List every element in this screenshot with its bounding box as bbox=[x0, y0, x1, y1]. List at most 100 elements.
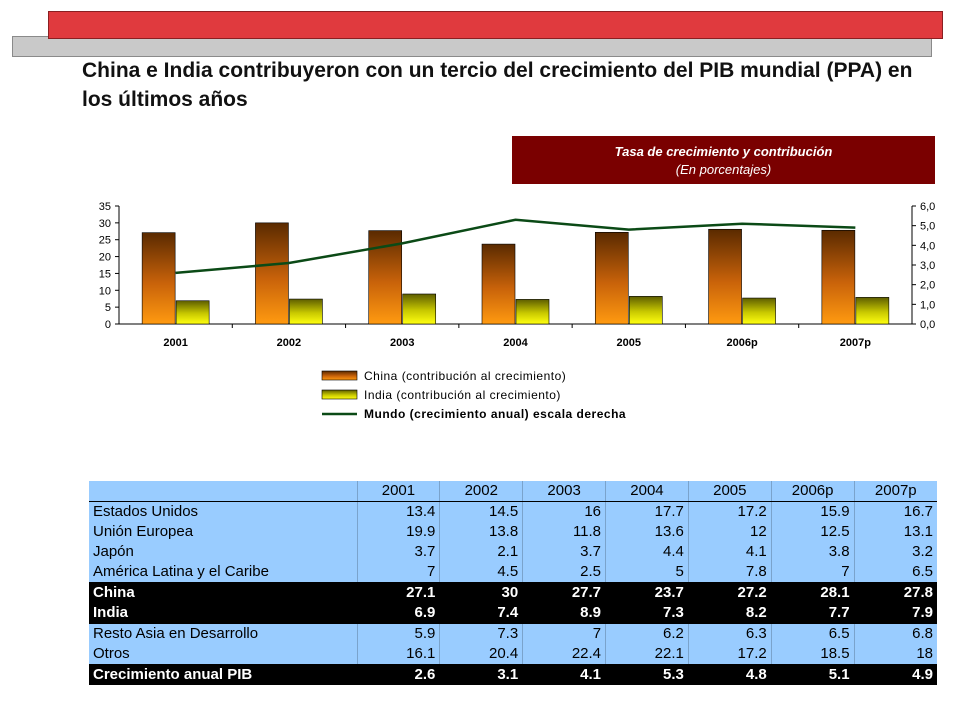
left-tick-label: 30 bbox=[99, 218, 111, 230]
right-tick-label: 0,0 bbox=[920, 319, 935, 331]
table-cell: 12 bbox=[687, 522, 772, 542]
table-header-cell: 2007p bbox=[853, 481, 937, 502]
table-cell: 6.5 bbox=[853, 562, 937, 583]
table-cell: 19.9 bbox=[356, 522, 440, 542]
table-cell: 7.8 bbox=[687, 562, 772, 583]
table-cell: 27.8 bbox=[853, 582, 937, 603]
chart-header: Tasa de crecimiento y contribución (En p… bbox=[512, 136, 935, 184]
table-cell: 22.4 bbox=[522, 644, 606, 665]
table-cell: 27.7 bbox=[522, 582, 606, 603]
table-cell: 23.7 bbox=[605, 582, 689, 603]
table-cell: 18.5 bbox=[770, 644, 855, 665]
table-cell: 16.1 bbox=[356, 644, 440, 665]
india-bar bbox=[175, 300, 210, 325]
table-row-label: Otros bbox=[89, 644, 357, 665]
table-cell: 16 bbox=[522, 501, 606, 522]
table-cell: 3.2 bbox=[853, 542, 937, 562]
table-cell: 2.5 bbox=[522, 562, 606, 583]
table-row-label: América Latina y el Caribe bbox=[89, 562, 357, 583]
right-tick-label: 1,0 bbox=[920, 299, 935, 311]
table-cell: 8.9 bbox=[522, 603, 606, 624]
table-row: Japón 3.7 2.1 3.7 4.4 4.1 3.8 3.2 bbox=[89, 542, 937, 562]
china-bar bbox=[141, 232, 176, 325]
right-tick-label: 5,0 bbox=[920, 221, 935, 233]
india-bar bbox=[402, 293, 437, 325]
india-bar bbox=[742, 297, 776, 325]
table-row: India 6.9 7.4 8.9 7.3 8.2 7.7 7.9 bbox=[89, 603, 937, 624]
x-tick-label: 2006p bbox=[726, 337, 757, 349]
legend-world-label: Mundo (crecimiento anual) escala derecha bbox=[364, 407, 626, 421]
table-cell: 5.9 bbox=[356, 623, 440, 644]
table-cell: 7 bbox=[522, 623, 606, 644]
china-bar bbox=[708, 228, 742, 325]
table-cell: 5 bbox=[605, 562, 689, 583]
x-tick-label: 2002 bbox=[277, 337, 301, 349]
plot-area: 0 5 10 15 20 25 30 35 0,0 1,0 2,0 3,0 4,0 5,0 6,0 2001 2… bbox=[99, 201, 936, 349]
table-row: Otros 16.1 20.4 22.4 22.1 17.2 18.5 18 bbox=[89, 644, 937, 665]
table-cell: 7.4 bbox=[439, 603, 523, 624]
left-tick-label: 0 bbox=[105, 319, 111, 331]
table-cell: 13.8 bbox=[439, 522, 523, 542]
table-cell: 18 bbox=[853, 644, 937, 665]
table-cell: 27.2 bbox=[687, 582, 772, 603]
table-cell: 3.1 bbox=[439, 664, 523, 685]
table-header-cell: 2006p bbox=[770, 481, 855, 502]
legend-china-swatch bbox=[321, 370, 358, 381]
table-cell: 4.5 bbox=[439, 562, 523, 583]
x-tick-label: 2004 bbox=[503, 337, 528, 349]
table-row-label: India bbox=[89, 603, 357, 624]
table-cell: 15.9 bbox=[770, 501, 855, 522]
china-bar bbox=[481, 243, 516, 325]
data-table: 2001 2002 2003 2004 2005 2006p 2007p Estados Un… bbox=[89, 481, 937, 685]
legend-china-label: China (contribución al crecimiento) bbox=[364, 369, 566, 383]
table-cell: 8.2 bbox=[687, 603, 772, 624]
table-row: Estados Unidos 13.4 14.5 16 17.7 17.2 15.9 16.7 bbox=[89, 501, 937, 522]
left-tick-label: 25 bbox=[99, 235, 111, 247]
table-cell: 6.3 bbox=[687, 623, 772, 644]
china-bar bbox=[821, 229, 856, 325]
left-tick-label: 15 bbox=[99, 268, 111, 280]
x-tick-label: 2003 bbox=[390, 337, 414, 349]
legend-india-swatch bbox=[321, 389, 358, 400]
table-cell: 17.2 bbox=[687, 644, 772, 665]
table-cell: 14.5 bbox=[439, 501, 523, 522]
table-cell: 7.3 bbox=[605, 603, 689, 624]
right-tick-label: 2,0 bbox=[920, 280, 935, 292]
table-cell: 2.1 bbox=[439, 542, 523, 562]
table-cell: 3.7 bbox=[356, 542, 440, 562]
slide-title: China e India contribuyeron con un terci… bbox=[82, 59, 913, 111]
table-cell: 12.5 bbox=[770, 522, 855, 542]
table-cell: 30 bbox=[439, 582, 523, 603]
table-cell: 28.1 bbox=[770, 582, 855, 603]
table-cell: 7 bbox=[770, 562, 855, 583]
table-header-cell: 2004 bbox=[605, 481, 689, 502]
china-bar bbox=[255, 222, 289, 325]
chart-header-title: Tasa de crecimiento y contribución bbox=[614, 144, 833, 159]
india-bar bbox=[628, 296, 663, 325]
table-cell: 5.1 bbox=[770, 664, 855, 685]
table-cell: 6.2 bbox=[605, 623, 689, 644]
table-cell: 13.6 bbox=[605, 522, 689, 542]
table-row: Crecimiento anual PIB 2.6 3.1 4.1 5.3 4.8 5.1 4… bbox=[89, 664, 937, 685]
table-cell: 4.1 bbox=[687, 542, 772, 562]
table-cell: 20.4 bbox=[439, 644, 523, 665]
table-row-label: Estados Unidos bbox=[93, 503, 199, 520]
x-tick-label: 2005 bbox=[617, 337, 641, 349]
table-cell: 4.9 bbox=[853, 664, 937, 685]
table-row-label: Unión Europea bbox=[93, 523, 194, 540]
banner-red-bar bbox=[48, 11, 943, 39]
table-header-cell bbox=[89, 481, 357, 502]
contribution-chart: 0 5 10 15 20 25 30 35 0,0 1,0 2,0 3,0 4,0 5,0 6,0 2001 2… bbox=[99, 201, 936, 421]
table-header-cell: 2005 bbox=[687, 481, 772, 502]
table-cell: 4.1 bbox=[522, 664, 606, 685]
table-cell: 7.9 bbox=[853, 603, 937, 624]
table-cell: 17.7 bbox=[605, 501, 689, 522]
table-row: Resto Asia en Desarrollo 5.9 7.3 7 6.2 6.3 6.5… bbox=[89, 623, 937, 644]
table-cell: 7.7 bbox=[770, 603, 855, 624]
table-cell: 5.3 bbox=[605, 664, 689, 685]
table-cell: 7.3 bbox=[439, 623, 523, 644]
table-row-label: China bbox=[93, 584, 135, 601]
right-tick-label: 4,0 bbox=[920, 240, 935, 252]
table-cell: 7 bbox=[356, 562, 440, 583]
table-row: Unión Europea 19.9 13.8 11.8 13.6 12 12.5 13.1 bbox=[89, 522, 937, 542]
